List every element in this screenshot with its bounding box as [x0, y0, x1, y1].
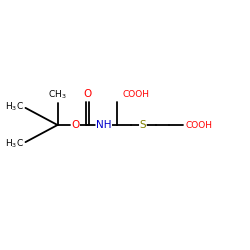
Text: O: O [83, 89, 91, 99]
Text: CH$_3$: CH$_3$ [48, 88, 67, 101]
Text: COOH: COOH [186, 120, 212, 130]
Text: O: O [71, 120, 80, 130]
Text: COOH: COOH [123, 90, 150, 99]
Text: NH: NH [96, 120, 112, 130]
Text: S: S [140, 120, 146, 130]
Text: H$_3$C: H$_3$C [6, 137, 24, 149]
Text: H$_3$C: H$_3$C [6, 100, 24, 113]
